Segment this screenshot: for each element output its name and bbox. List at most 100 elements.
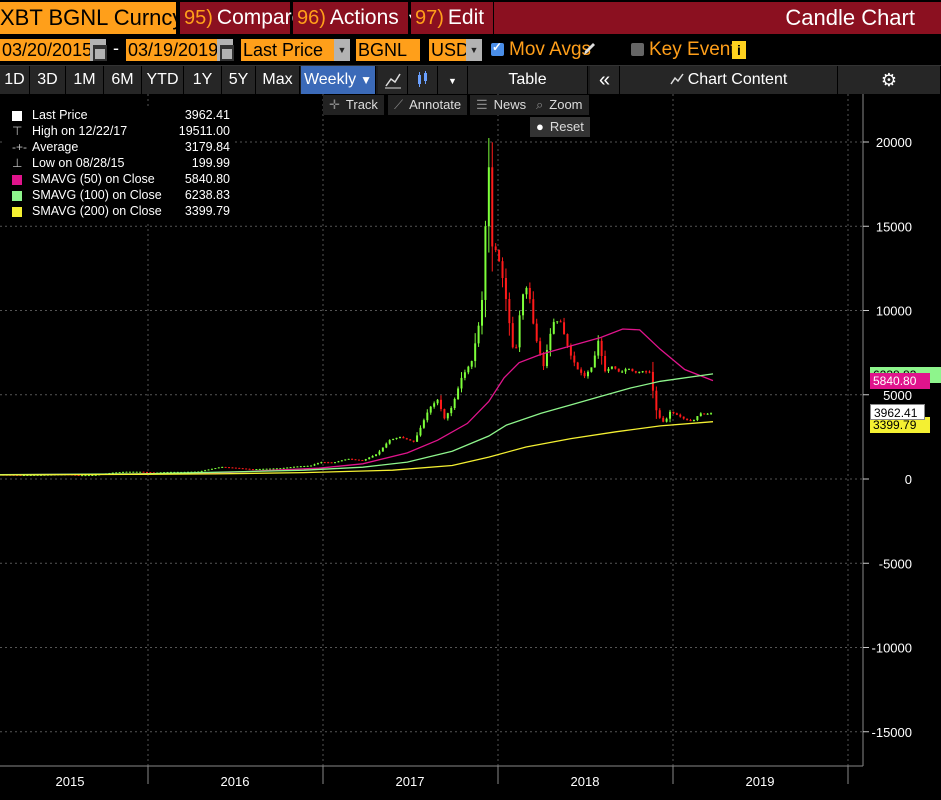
settings-gear-icon[interactable]: ⚙ <box>838 66 941 94</box>
up-candle <box>306 465 309 467</box>
range-3d-button[interactable]: 3D <box>30 66 66 94</box>
key-events-label[interactable]: Key Events <box>649 39 746 60</box>
down-candle <box>679 414 682 417</box>
compare-number: 95) <box>184 7 213 29</box>
frequency-select[interactable]: Weekly ▼ <box>301 66 376 94</box>
sma200-value: 3399.79 <box>184 204 230 218</box>
range-ytd-button[interactable]: YTD <box>142 66 184 94</box>
down-candle <box>241 468 244 470</box>
edit-button[interactable]: 97)Edit▼ <box>411 2 503 34</box>
up-candle <box>269 468 272 470</box>
down-candle <box>583 372 586 377</box>
annotate-tool[interactable]: ⟋ Annotate <box>388 95 468 115</box>
range-1d-button[interactable]: 1D <box>0 66 30 94</box>
legend-sma50: SMAVG (50) on Close 5840.80 <box>4 171 234 187</box>
range-max-button[interactable]: Max <box>256 66 300 94</box>
actions-button[interactable]: 96)Actions▼ <box>293 2 418 34</box>
up-candle <box>597 340 600 356</box>
candle-chart-svg[interactable]: 20000 15000 10000 5000 0 -5000 -10000 -15000 201… <box>0 94 941 800</box>
up-candle <box>481 299 484 326</box>
mov-avgs-label[interactable]: Mov Avgs <box>509 39 592 60</box>
crosshair-icon: ✛ <box>329 97 340 112</box>
info-icon[interactable]: i <box>732 41 746 59</box>
track-label: Track <box>345 97 378 112</box>
range-1m-button[interactable]: 1M <box>66 66 104 94</box>
currency-dropdown-icon[interactable]: ▼ <box>466 39 482 61</box>
high-label: High on 12/22/17 <box>32 124 128 138</box>
start-calendar-icon[interactable] <box>90 39 107 61</box>
low-value: 199.99 <box>191 156 230 170</box>
down-candle <box>645 371 648 373</box>
up-candle <box>173 471 176 473</box>
up-candle <box>94 474 97 476</box>
down-candle <box>600 340 603 356</box>
collapse-icon[interactable]: « <box>590 66 620 94</box>
reset-label: Reset <box>549 119 584 134</box>
compare-button[interactable]: 95) Compare <box>180 2 303 34</box>
pencil-icon[interactable] <box>581 40 597 58</box>
zoom-label: Zoom <box>549 97 583 112</box>
down-candle <box>689 419 692 422</box>
news-label: News <box>493 97 527 112</box>
up-candle <box>706 413 709 415</box>
up-candle <box>313 464 316 466</box>
down-candle <box>508 299 511 324</box>
y-tick-label: -10000 <box>872 641 912 656</box>
up-candle <box>552 322 555 334</box>
ticker-field[interactable]: XBT BGNL Curncy <box>0 2 176 34</box>
currency-select[interactable]: USD <box>429 39 470 61</box>
up-candle <box>258 468 261 470</box>
reset-button[interactable]: ● Reset <box>530 117 590 137</box>
range-toolbar: 1D 3D 1M 6M YTD 1Y 5Y Max Weekly ▼ ▼ Tabl… <box>0 65 941 94</box>
edit-label: Edit <box>447 6 485 29</box>
chart-content-button[interactable]: Chart Content <box>620 66 838 94</box>
up-candle <box>375 454 378 456</box>
field-select[interactable]: Last Price <box>241 39 334 61</box>
candle-chart-icon[interactable] <box>408 66 438 94</box>
legend-sma200: SMAVG (200) on Close 3399.79 <box>4 203 234 219</box>
down-candle <box>501 261 504 279</box>
up-candle <box>453 399 456 409</box>
reset-icon: ● <box>536 119 544 134</box>
up-candle <box>669 411 672 419</box>
news-tool[interactable]: ☰ News <box>470 95 533 115</box>
chart-type-dropdown-icon[interactable]: ▼ <box>438 66 468 94</box>
zoom-tool[interactable]: ⌕ Zoom <box>530 95 589 115</box>
track-tool[interactable]: ✛ Track <box>323 95 384 115</box>
field-dropdown-icon[interactable]: ▼ <box>334 39 350 61</box>
down-candle <box>566 334 569 346</box>
source-input[interactable]: BGNL <box>356 39 420 61</box>
down-candle <box>443 409 446 419</box>
actions-label: Actions <box>329 6 399 29</box>
up-candle <box>340 460 343 462</box>
end-date-input[interactable]: 03/19/2019 <box>126 39 219 61</box>
down-candle <box>648 371 651 373</box>
down-candle <box>357 459 360 461</box>
range-5y-button[interactable]: 5Y <box>222 66 256 94</box>
down-candle <box>142 471 145 473</box>
down-candle <box>535 323 538 342</box>
down-candle <box>542 353 545 367</box>
start-date-input[interactable]: 03/20/2015 <box>0 39 93 61</box>
x-tick-label: 2018 <box>571 774 600 789</box>
range-1y-button[interactable]: 1Y <box>184 66 222 94</box>
edit-number: 97) <box>415 7 444 29</box>
down-candle <box>228 467 231 469</box>
range-6m-button[interactable]: 6M <box>104 66 142 94</box>
mov-avgs-checkbox[interactable] <box>491 40 504 56</box>
down-candle <box>563 322 566 335</box>
down-candle <box>672 411 675 414</box>
up-candle <box>624 369 627 372</box>
zoom-icon: ⌕ <box>536 97 544 112</box>
up-candle <box>446 413 449 419</box>
down-candle <box>675 413 678 415</box>
average-value: 3179.84 <box>184 140 230 154</box>
end-calendar-icon[interactable] <box>217 39 234 61</box>
up-candle <box>207 469 210 471</box>
table-button[interactable]: Table <box>468 66 588 94</box>
up-candle <box>484 226 487 300</box>
down-candle <box>604 355 607 372</box>
key-events-checkbox[interactable] <box>631 43 644 56</box>
annotate-icon: ⟋ <box>394 97 404 112</box>
line-chart-icon[interactable] <box>378 66 408 94</box>
